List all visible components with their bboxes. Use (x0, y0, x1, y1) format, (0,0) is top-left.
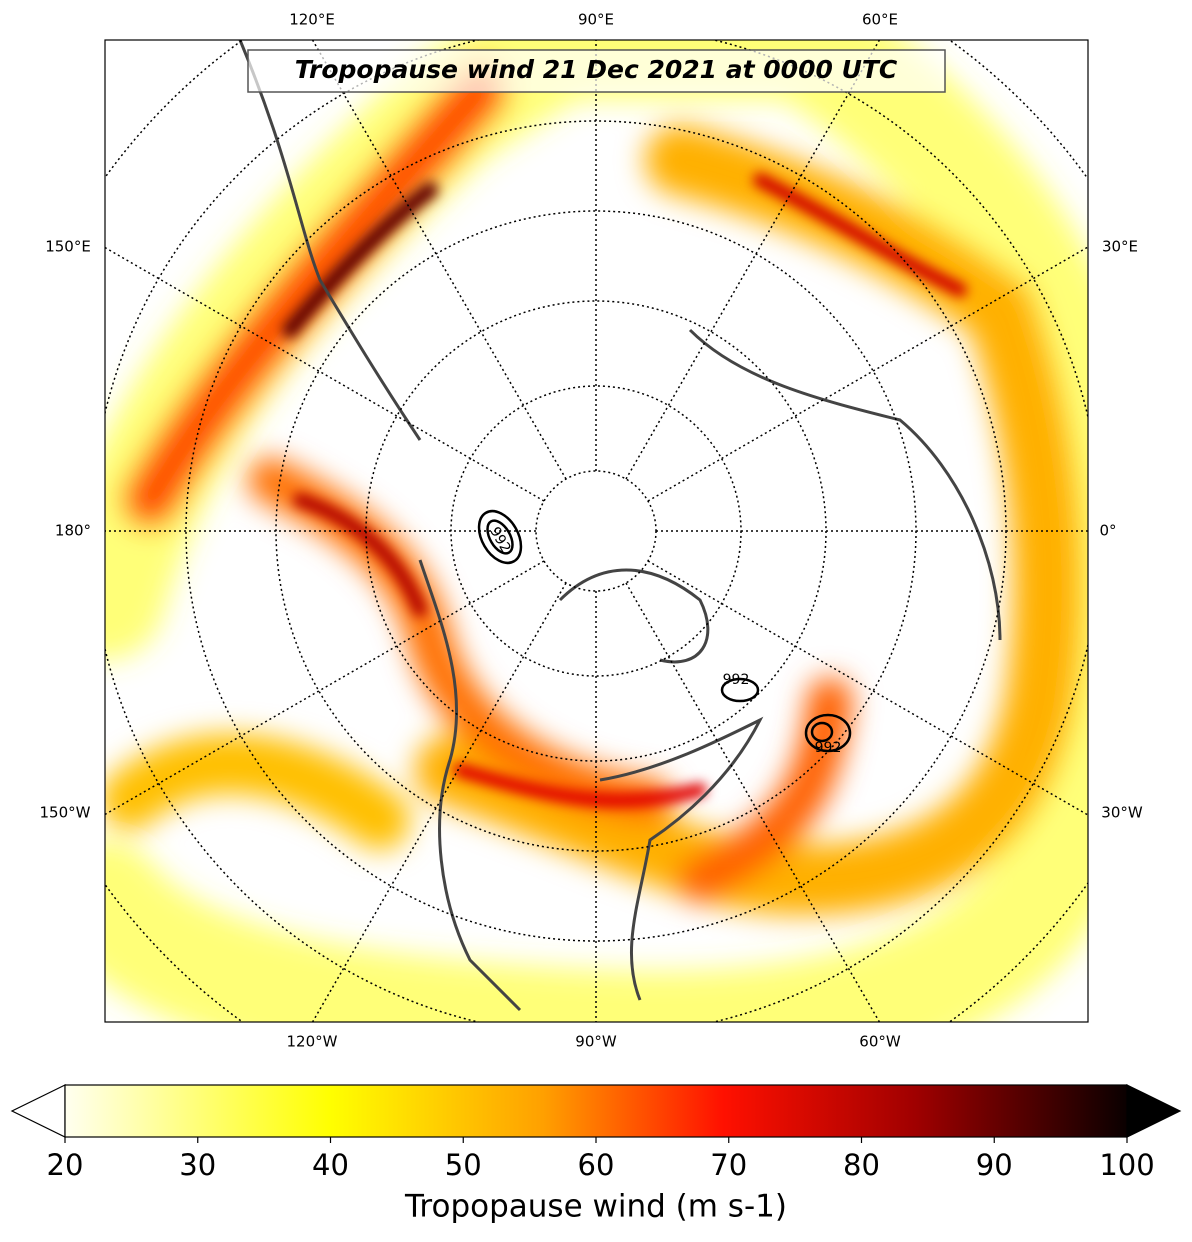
lon-label: 120°E (289, 11, 335, 29)
lon-label: 90°W (575, 1033, 617, 1051)
lon-label: 30°W (1101, 804, 1143, 822)
title-box (247, 49, 946, 93)
lon-label: 30°E (1102, 238, 1138, 256)
colorbar-extend-high (1126, 1084, 1182, 1138)
contour-label: 992 (723, 672, 750, 688)
map-frame (104, 39, 1089, 1023)
colorbar-tick-label: 50 (445, 1148, 482, 1182)
lon-label: 120°W (287, 1033, 338, 1051)
title: Tropopause wind 21 Dec 2021 at 0000 UTC (295, 55, 898, 84)
colorbar-label: Tropopause wind (m s-1) (404, 1189, 787, 1225)
lon-label: 150°E (45, 238, 91, 256)
contour-label: 992 (815, 740, 842, 756)
lon-label: 0° (1099, 522, 1116, 540)
colorbar-tick-label: 60 (578, 1148, 615, 1182)
colorbar-tick-label: 40 (312, 1148, 349, 1182)
lon-label: 90°E (578, 11, 614, 29)
lon-label: 60°W (859, 1033, 901, 1051)
colorbar-tick-label: 80 (843, 1148, 880, 1182)
colorbar-tick-label: 30 (179, 1148, 216, 1182)
colorbar-tick-label: 20 (47, 1148, 84, 1182)
colorbar-gradient (64, 1084, 1128, 1138)
colorbar: 20 30 40 50 60 70 80 90 100 (10, 1084, 1182, 1182)
colorbar-extend-low (10, 1084, 66, 1138)
lon-label: 180° (55, 522, 91, 540)
jet-core (282, 173, 967, 808)
pressure-contours (477, 509, 852, 753)
lon-label: 60°E (862, 11, 898, 29)
lon-label: 150°W (40, 804, 91, 822)
coastlines (238, 40, 1002, 1012)
colorbar-tick-label: 90 (976, 1148, 1013, 1182)
colorbar-tick-label: 70 (710, 1148, 747, 1182)
colorbar-tick-label: 100 (1099, 1148, 1154, 1182)
